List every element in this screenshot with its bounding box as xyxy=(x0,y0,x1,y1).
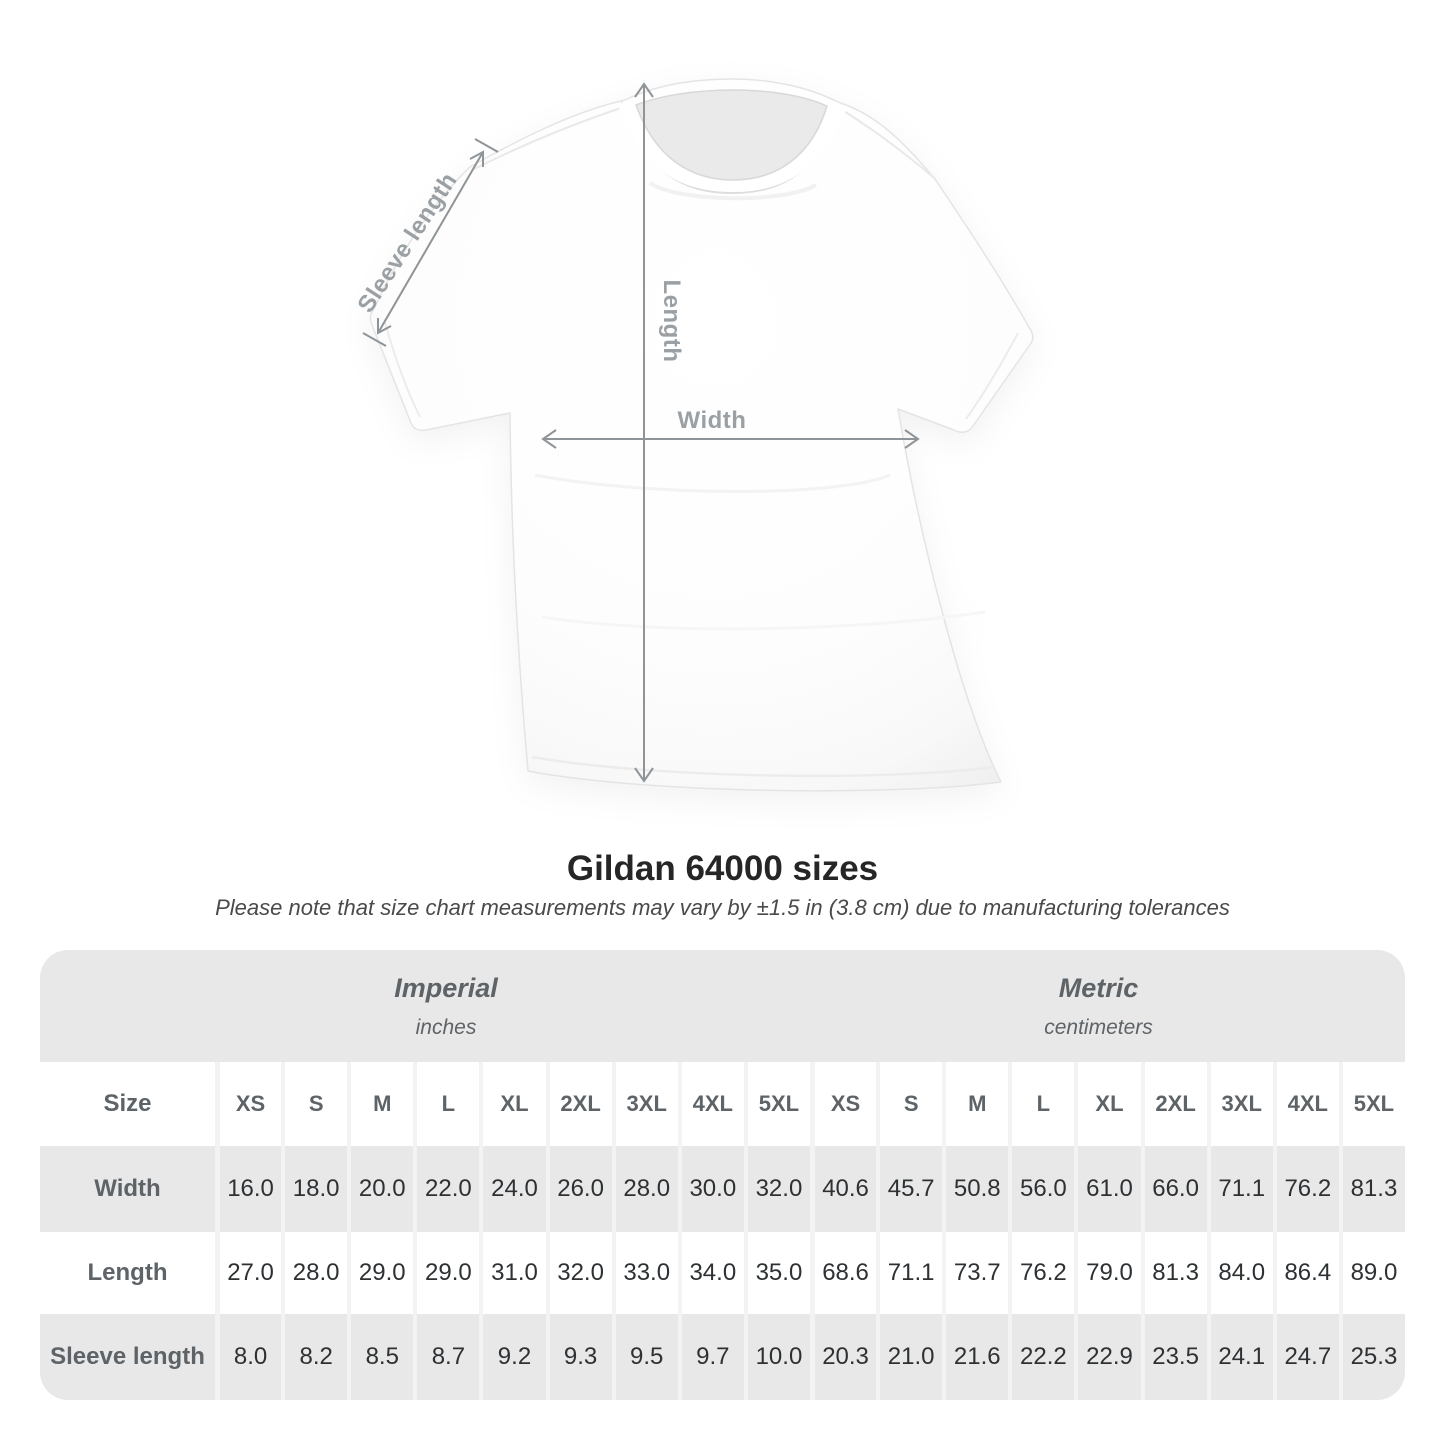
size-value-cell: 8.5 xyxy=(347,1314,414,1400)
size-value-cell: 21.0 xyxy=(876,1314,943,1400)
size-col-header: S xyxy=(281,1062,347,1146)
size-value-cell: 23.5 xyxy=(1140,1314,1207,1400)
size-value-cell: 22.2 xyxy=(1008,1314,1075,1400)
size-col-header: 4XL xyxy=(1272,1062,1339,1146)
size-table: Imperial inches Metric centimeters Size … xyxy=(40,950,1405,1400)
size-value-cell: 34.0 xyxy=(677,1232,744,1314)
width-arrow xyxy=(541,429,920,449)
size-value-cell: 28.0 xyxy=(611,1146,678,1232)
size-value-cell: 29.0 xyxy=(413,1232,479,1314)
metric-band: Metric centimeters xyxy=(810,950,1405,1062)
size-value-cell: 27.0 xyxy=(215,1232,281,1314)
row-label: Length xyxy=(87,1259,168,1286)
size-value-cell: 33.0 xyxy=(611,1232,678,1314)
size-col-header: 2XL xyxy=(1140,1062,1207,1146)
size-value-cell: 86.4 xyxy=(1272,1232,1339,1314)
size-row-label: Size xyxy=(103,1090,152,1117)
imperial-heading: Imperial xyxy=(394,972,498,1003)
tshirt-diagram: Sleeve length Length Width xyxy=(352,78,1034,792)
size-value-cell: 8.0 xyxy=(215,1314,282,1400)
tshirt-body xyxy=(369,78,1034,792)
size-value-cell: 20.0 xyxy=(347,1146,414,1232)
size-col-header: S xyxy=(876,1062,942,1146)
size-value-cell: 25.3 xyxy=(1338,1314,1405,1400)
size-value-cell: 84.0 xyxy=(1206,1232,1273,1314)
size-value-cell: 68.6 xyxy=(810,1232,876,1314)
tolerance-note: Please note that size chart measurements… xyxy=(215,895,1230,920)
size-value-cell: 28.0 xyxy=(281,1232,347,1314)
size-value-cell: 31.0 xyxy=(479,1232,545,1314)
size-value-cell: 18.0 xyxy=(281,1146,348,1232)
metric-unit-label: centimeters xyxy=(1044,1015,1153,1039)
size-value-cell: 8.2 xyxy=(281,1314,348,1400)
size-value-cell: 61.0 xyxy=(1074,1146,1141,1232)
size-value-cell: 71.1 xyxy=(876,1232,942,1314)
size-value-cell: 71.1 xyxy=(1206,1146,1273,1232)
measurement-arrows xyxy=(362,82,920,783)
size-col-header: L xyxy=(1008,1062,1074,1146)
size-col-header: XS xyxy=(810,1062,876,1146)
size-value-cell: 35.0 xyxy=(743,1232,810,1314)
size-value-cell: 89.0 xyxy=(1338,1232,1405,1314)
size-value-cell: 50.8 xyxy=(942,1146,1009,1232)
size-value-cell: 32.0 xyxy=(545,1232,612,1314)
metric-heading: Metric xyxy=(1058,972,1139,1003)
size-value-cell: 9.3 xyxy=(545,1314,612,1400)
size-col-header: XL xyxy=(1074,1062,1140,1146)
size-col-header: 2XL xyxy=(545,1062,612,1146)
size-value-cell: 10.0 xyxy=(743,1314,810,1400)
imperial-unit-label: inches xyxy=(415,1015,477,1039)
size-value-cell: 32.0 xyxy=(743,1146,810,1232)
size-col-header: 3XL xyxy=(1206,1062,1273,1146)
size-value-cell: 9.7 xyxy=(677,1314,744,1400)
length-arrow xyxy=(634,82,654,783)
size-value-cell: 66.0 xyxy=(1140,1146,1207,1232)
size-value-cell: 24.0 xyxy=(479,1146,546,1232)
size-value-cell: 20.3 xyxy=(810,1314,877,1400)
size-col-header: 4XL xyxy=(677,1062,744,1146)
size-col-header: M xyxy=(942,1062,1008,1146)
size-value-cell: 29.0 xyxy=(347,1232,413,1314)
size-value-cell: 16.0 xyxy=(215,1146,282,1232)
tshirt-illustration xyxy=(369,78,1034,792)
size-col-header: XL xyxy=(479,1062,545,1146)
tshirt-neck-opening xyxy=(635,89,828,181)
size-col-header: M xyxy=(347,1062,413,1146)
size-value-cell: 22.9 xyxy=(1074,1314,1141,1400)
size-value-cell: 76.2 xyxy=(1272,1146,1339,1232)
size-value-cell: 22.0 xyxy=(413,1146,480,1232)
size-value-cell: 24.7 xyxy=(1272,1314,1339,1400)
size-value-cell: 56.0 xyxy=(1008,1146,1075,1232)
page-title: Gildan 64000 sizes xyxy=(566,849,879,888)
size-col-header: XS xyxy=(215,1062,281,1146)
size-value-cell: 21.6 xyxy=(942,1314,1009,1400)
size-col-header: 5XL xyxy=(1338,1062,1405,1146)
length-arrow-label: Length xyxy=(658,279,685,363)
size-value-cell: 26.0 xyxy=(545,1146,612,1232)
width-arrow-label: Width xyxy=(677,407,747,434)
size-value-cell: 8.7 xyxy=(413,1314,480,1400)
size-col-header: 3XL xyxy=(611,1062,678,1146)
sleeve-length-arrow xyxy=(362,138,499,347)
size-value-cell: 73.7 xyxy=(942,1232,1008,1314)
size-value-cell: 45.7 xyxy=(876,1146,943,1232)
size-value-cell: 79.0 xyxy=(1074,1232,1140,1314)
tshirt-collar-band xyxy=(617,99,848,193)
row-label: Sleeve length xyxy=(40,1314,215,1400)
size-value-cell: 30.0 xyxy=(677,1146,744,1232)
row-label: Width xyxy=(40,1146,215,1232)
size-value-cell: 81.3 xyxy=(1140,1232,1207,1314)
size-value-cell: 24.1 xyxy=(1206,1314,1273,1400)
imperial-band: Imperial inches xyxy=(40,950,810,1062)
size-value-cell: 81.3 xyxy=(1338,1146,1405,1232)
size-value-cell: 40.6 xyxy=(810,1146,877,1232)
size-value-cell: 9.2 xyxy=(479,1314,546,1400)
size-value-cell: 76.2 xyxy=(1008,1232,1074,1314)
size-col-header: L xyxy=(413,1062,479,1146)
size-col-header: 5XL xyxy=(743,1062,810,1146)
size-value-cell: 9.5 xyxy=(611,1314,678,1400)
